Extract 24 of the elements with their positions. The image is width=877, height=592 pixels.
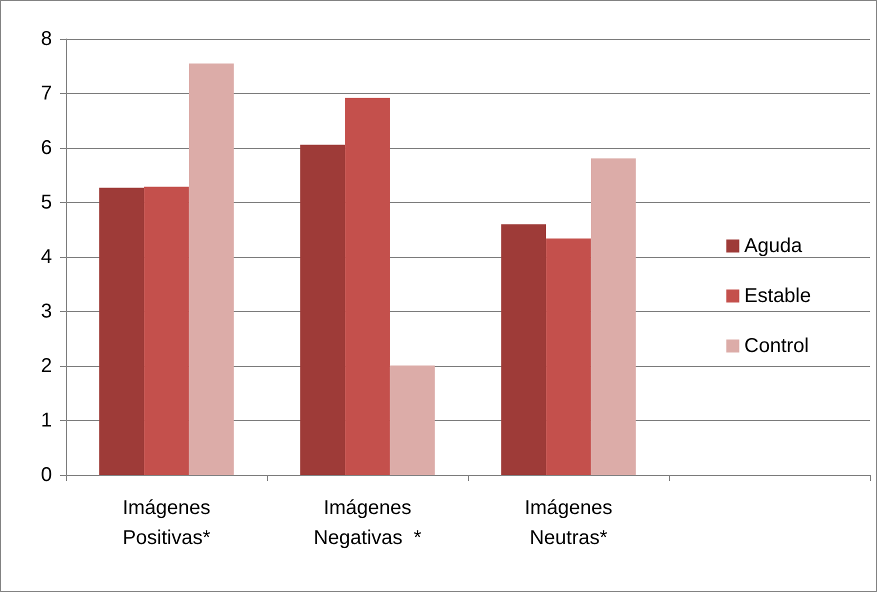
bar <box>345 98 390 475</box>
y-tick-label: 0 <box>40 464 52 486</box>
y-tick-label: 7 <box>40 82 52 104</box>
bar <box>188 64 234 475</box>
x-tick-label: Imágenes Positivas* <box>122 497 211 549</box>
y-tick-label: 4 <box>40 246 52 268</box>
x-tick-label: Imágenes Negativas * <box>314 497 422 549</box>
legend-label: Aguda <box>744 235 803 257</box>
bar <box>300 144 346 475</box>
bar <box>99 188 144 475</box>
y-tick-label: 3 <box>40 300 52 322</box>
bar <box>590 158 636 475</box>
legend-label: Control <box>744 335 809 357</box>
bar <box>546 238 591 475</box>
x-tick-label: Imágenes Neutras* <box>524 497 612 549</box>
bar <box>501 224 546 475</box>
bar <box>390 365 435 475</box>
legend-label: Estable <box>744 285 812 307</box>
y-tick-label: 1 <box>40 410 52 432</box>
y-tick-label: 8 <box>40 28 52 50</box>
bar <box>144 186 189 475</box>
y-tick-label: 2 <box>40 355 52 377</box>
y-tick-label: 5 <box>40 192 52 214</box>
y-tick-label: 6 <box>40 137 52 159</box>
